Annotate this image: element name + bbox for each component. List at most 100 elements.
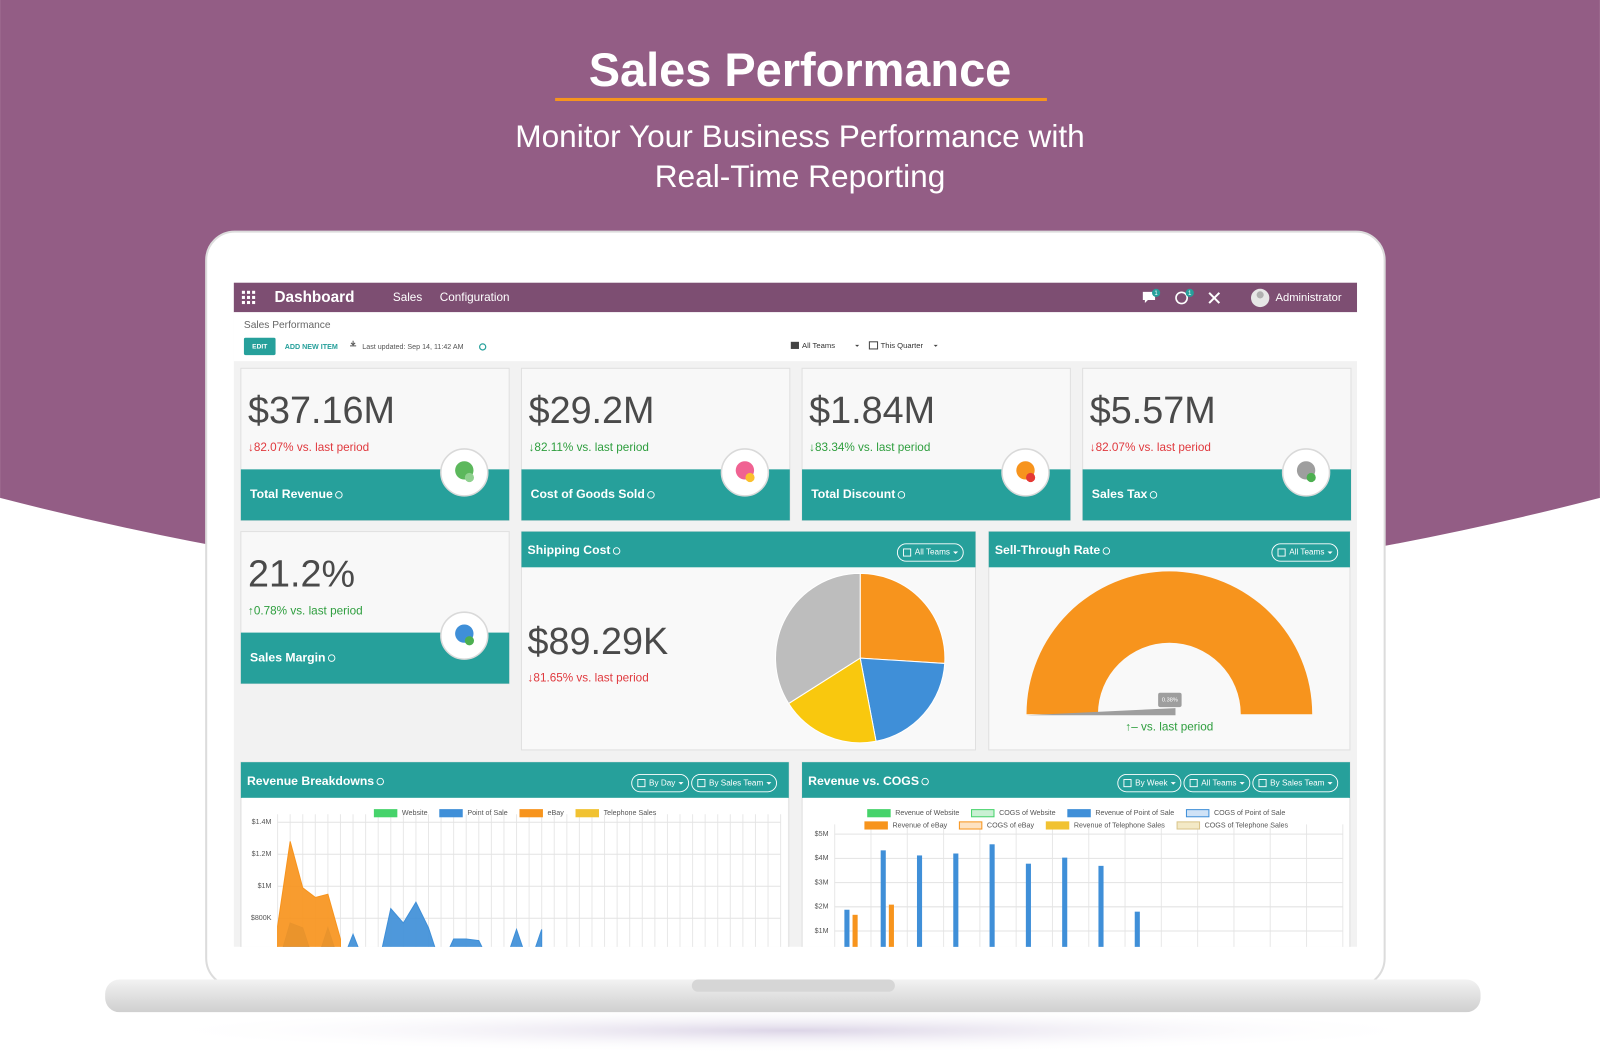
legend-swatch xyxy=(1176,821,1201,830)
caret xyxy=(766,782,772,785)
kpi-icon xyxy=(464,636,475,646)
pill-icon xyxy=(1189,779,1198,788)
info-icon xyxy=(327,654,336,662)
legend-label[interactable]: Revenue of Point of Sale xyxy=(1095,809,1174,817)
filter-pill-label[interactable]: By Day xyxy=(649,778,676,787)
breadcrumb: Sales Performance xyxy=(244,320,331,331)
badge xyxy=(1152,288,1161,297)
edit-button[interactable] xyxy=(243,337,276,356)
bar xyxy=(1134,911,1140,947)
kpi-value: $37.16M xyxy=(248,389,395,431)
filter-pill[interactable] xyxy=(1271,543,1339,562)
plot-background xyxy=(803,797,1349,947)
legend-label[interactable]: Telephone Sales xyxy=(604,809,657,817)
gauge-arc xyxy=(1026,571,1313,715)
y-tick-label: $1M xyxy=(258,882,272,890)
gauge-label-box xyxy=(1158,692,1182,708)
legend-label[interactable]: Website xyxy=(402,809,428,817)
panel-title: Shipping Cost xyxy=(528,543,611,557)
legend-label[interactable]: Revenue of Website xyxy=(895,809,959,817)
filter-pill-label[interactable]: All Teams xyxy=(915,548,950,557)
legend-label[interactable]: eBay xyxy=(548,809,565,817)
filter-pill-label[interactable]: By Sales Team xyxy=(709,778,763,787)
edit-button-label[interactable]: EDIT xyxy=(252,344,267,351)
bar xyxy=(1025,863,1031,947)
filter-pill[interactable] xyxy=(691,773,777,793)
kpi-value: $1.84M xyxy=(809,389,935,431)
kpi-icon xyxy=(1306,472,1316,483)
filter-pill-label[interactable]: All Teams xyxy=(1289,548,1324,557)
kpi-change: ↓82.11% vs. last period xyxy=(529,441,649,454)
shipping-value: $89.29K xyxy=(528,620,669,662)
kpi-label[interactable]: Sales Tax xyxy=(1092,487,1148,501)
y-tick-label: $2M xyxy=(815,903,829,911)
legend-label[interactable]: COGS of Website xyxy=(999,809,1056,817)
pill-icon xyxy=(903,548,912,557)
menu-item[interactable]: Configuration xyxy=(440,291,510,304)
pie-slice xyxy=(775,572,861,705)
badge-count: 1 xyxy=(1188,290,1192,297)
apps-icon[interactable] xyxy=(241,290,256,305)
app-name[interactable]: Dashboard xyxy=(275,289,355,306)
panel-header xyxy=(521,531,976,568)
info-icon xyxy=(1102,547,1111,555)
calendar-icon xyxy=(868,341,879,350)
info-icon xyxy=(612,547,621,555)
legend-swatch xyxy=(867,809,891,818)
panel-title: Sell-Through Rate xyxy=(995,543,1101,557)
filter-pill[interactable] xyxy=(631,773,690,793)
y-tick-label: $5M xyxy=(815,830,829,838)
kpi-change: ↓83.34% vs. last period xyxy=(809,441,930,454)
filter-pill-label[interactable]: By Sales Team xyxy=(1270,778,1324,787)
filter-pill[interactable] xyxy=(1183,773,1251,793)
bar xyxy=(852,914,858,947)
info-icon xyxy=(921,777,929,786)
caret xyxy=(678,782,684,785)
activity-icon[interactable] xyxy=(1175,291,1189,305)
kpi-label[interactable]: Cost of Goods Sold xyxy=(531,487,645,501)
kpi-label[interactable]: Total Discount xyxy=(811,487,895,501)
teams-icon xyxy=(790,341,799,349)
filter-pill-label[interactable]: All Teams xyxy=(1201,778,1236,787)
legend-label[interactable]: Revenue of eBay xyxy=(892,821,947,829)
messages-icon[interactable] xyxy=(1142,291,1156,304)
user-name[interactable]: Administrator xyxy=(1275,292,1341,304)
legend-label[interactable]: Revenue of Telephone Sales xyxy=(1074,821,1165,829)
pie-slice xyxy=(787,657,877,744)
bar xyxy=(888,904,894,947)
kpi-label[interactable]: Sales Margin xyxy=(250,650,325,664)
info-icon xyxy=(376,777,384,786)
debug-icon[interactable] xyxy=(1208,292,1221,304)
laptop-shadow xyxy=(139,1008,1446,1053)
filter-pill[interactable] xyxy=(896,543,964,562)
y-tick-label: $1.4M xyxy=(252,818,272,826)
filter-pill[interactable] xyxy=(1117,773,1182,793)
period-filter[interactable]: This Quarter xyxy=(881,341,924,350)
kpi-label[interactable]: Total Revenue xyxy=(250,487,333,501)
panel-title: Revenue Breakdowns xyxy=(247,774,374,788)
control-panel xyxy=(233,312,1358,362)
refresh-icon[interactable] xyxy=(479,343,487,351)
kpi-change: ↓82.07% vs. last period xyxy=(1090,441,1211,454)
gauge-change: ↑– vs. last period xyxy=(1125,721,1213,734)
teams-filter[interactable]: All Teams xyxy=(802,341,835,350)
page-title: Sales Performance xyxy=(589,44,1012,96)
legend-swatch xyxy=(519,809,543,818)
bar xyxy=(880,850,886,947)
legend-label[interactable]: COGS of Point of Sale xyxy=(1214,809,1285,817)
add-item-button[interactable]: ADD NEW ITEM xyxy=(285,343,338,351)
menu-item[interactable]: Sales xyxy=(393,291,422,304)
navbar xyxy=(233,282,1358,313)
legend-label[interactable]: Point of Sale xyxy=(467,809,507,817)
legend-label[interactable]: COGS of eBay xyxy=(987,821,1035,829)
filter-pill[interactable] xyxy=(1252,773,1339,793)
badge-count: 1 xyxy=(1154,290,1158,297)
subtitle: Monitor Your Business Performance with xyxy=(515,118,1085,154)
filter-pill-label[interactable]: By Week xyxy=(1135,778,1168,787)
download-icon[interactable] xyxy=(350,340,357,347)
y-tick-label: $1M xyxy=(815,927,829,935)
legend-label[interactable]: COGS of Telephone Sales xyxy=(1205,821,1289,829)
bar xyxy=(953,853,959,947)
kpi-change: ↑0.78% vs. last period xyxy=(248,604,363,617)
